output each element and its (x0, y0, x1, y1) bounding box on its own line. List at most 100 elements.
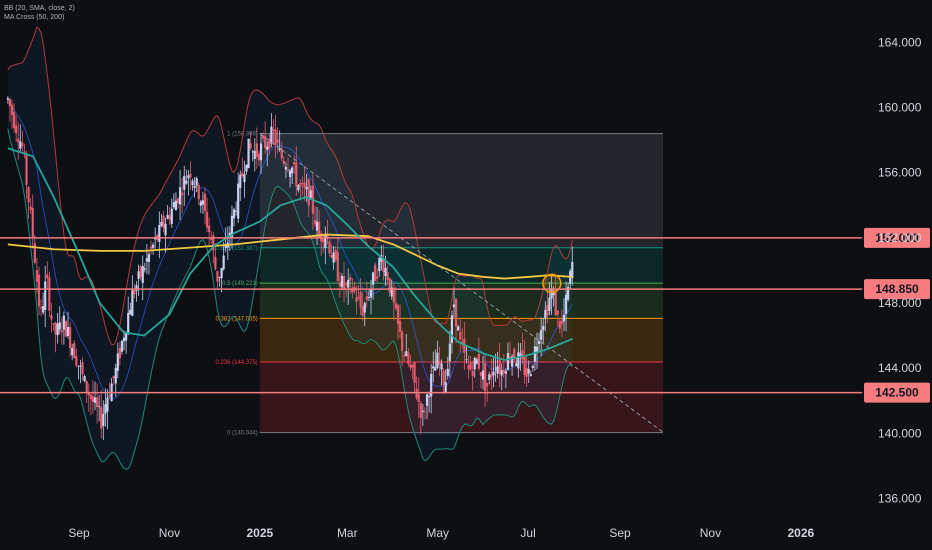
candle-body (205, 211, 209, 228)
candle-body (191, 180, 194, 186)
candle-body (120, 341, 124, 352)
candle-body (548, 297, 551, 311)
candle-body (216, 270, 219, 282)
candle-body (403, 355, 406, 357)
candle-body (197, 184, 200, 200)
candle-body (162, 215, 165, 228)
candle-body (421, 410, 424, 412)
candle-body (183, 175, 186, 190)
candle-body (50, 315, 53, 320)
trendline-drawing[interactable] (259, 133, 665, 434)
candle-body (417, 394, 420, 402)
candle-body (48, 277, 51, 311)
candle-body (330, 254, 333, 259)
candle-body (255, 143, 258, 157)
candle-body (79, 365, 82, 367)
candle-body (158, 225, 161, 242)
candle-body (89, 394, 92, 399)
candle-body (540, 330, 543, 340)
candlesticks (6, 96, 574, 441)
candle-body (301, 182, 304, 184)
candle-body (147, 254, 151, 262)
candle-body (361, 306, 364, 316)
candle-body (259, 143, 263, 161)
time-axis[interactable]: Sep Nov 2025 Mar May Jul Sep Nov 2026 (68, 526, 814, 540)
candle-body (322, 238, 325, 242)
candle-body (357, 297, 360, 299)
x-tick-label: Mar (337, 526, 358, 540)
candle-body (143, 268, 146, 270)
candle-body (307, 179, 310, 206)
candle-body (517, 352, 520, 369)
highlight-circle[interactable] (542, 273, 562, 294)
candle-body (174, 200, 178, 211)
price-axis[interactable]: 164.000 160.000 156.000 152.000 148.000 144.0… (878, 35, 922, 505)
candle-body (535, 346, 539, 353)
candle-body (498, 359, 501, 374)
candle-body (6, 98, 9, 100)
candle-body (506, 352, 510, 370)
candle-body (218, 277, 221, 279)
candle-body (193, 186, 196, 188)
candle-body (64, 321, 68, 337)
candle-body (423, 411, 427, 413)
candle-body (342, 275, 346, 289)
candle-body (459, 331, 462, 340)
fib-level-label: 0.618 (151.387) (215, 246, 257, 252)
fib-level-label: 0.236 (144.375) (215, 360, 257, 366)
candle-body (521, 350, 524, 360)
candle-body (166, 214, 169, 219)
candle-body (141, 266, 144, 283)
candle-body (145, 258, 148, 262)
candle-body (232, 209, 236, 219)
candle-body (303, 182, 306, 188)
candle-body (396, 304, 400, 324)
candle-body (235, 210, 238, 212)
candle-body (527, 368, 530, 374)
candle-body (71, 347, 74, 356)
candle-body (284, 167, 288, 170)
candle-body (444, 382, 447, 393)
candle-body (278, 148, 281, 150)
candle-body (419, 403, 422, 418)
candle-body (282, 160, 285, 164)
candle-body (208, 225, 211, 233)
candle-body (318, 222, 321, 238)
y-tick-label: 144.000 (878, 361, 922, 375)
candle-body (461, 341, 464, 344)
candle-body (295, 162, 298, 187)
candle-body (425, 394, 429, 406)
candle-body (245, 164, 248, 172)
candle-body (363, 303, 366, 313)
candle-body (552, 292, 555, 296)
candle-body (112, 376, 115, 379)
candle-body (537, 341, 541, 344)
candle-body (187, 175, 190, 179)
legend-ma-cross[interactable]: MA Cross (50, 200) (4, 14, 65, 21)
candle-body (31, 208, 34, 238)
candle-body (81, 362, 84, 375)
legend-bb[interactable]: BB (20, SMA, close, 2) (4, 5, 75, 12)
candle-body (35, 270, 39, 282)
candle-body (374, 264, 377, 282)
horizontal-levels[interactable]: 152.000 148.850 142.500 (0, 227, 930, 403)
candle-body (546, 305, 549, 316)
candle-body (222, 255, 225, 270)
candle-body (172, 202, 175, 208)
candle-body (407, 352, 410, 365)
candle-body (201, 200, 205, 205)
candle-body (73, 343, 76, 359)
candle-body (529, 374, 532, 376)
candle-body (210, 238, 213, 240)
candle-body (98, 406, 101, 407)
candle-body (405, 351, 408, 357)
candle-body (519, 353, 522, 358)
candle-body (164, 223, 167, 236)
candle-body (176, 198, 180, 204)
price-tag-label: 148.850 (875, 282, 919, 296)
candle-body (442, 370, 445, 385)
candle-body (15, 125, 18, 134)
candle-body (309, 190, 312, 198)
candle-body (116, 353, 119, 371)
